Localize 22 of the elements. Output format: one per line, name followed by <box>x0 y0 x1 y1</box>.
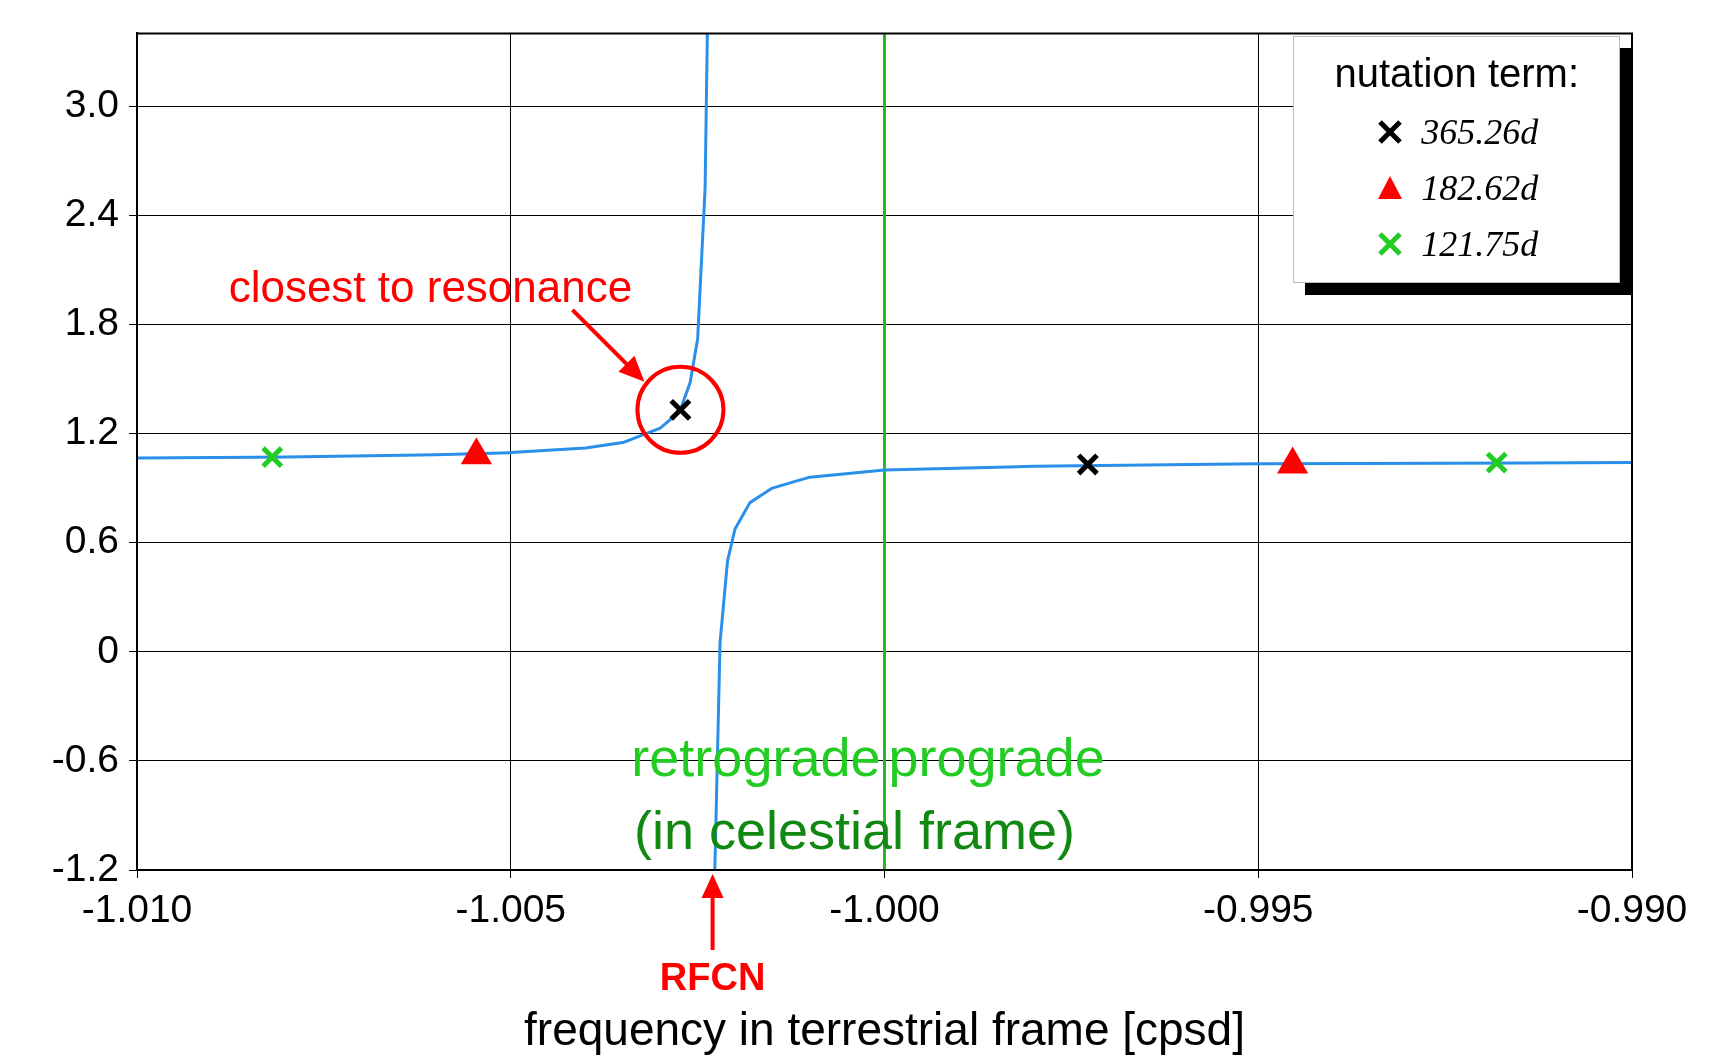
legend-label: 182.62d <box>1421 167 1539 210</box>
y-tick-label: 1.8 <box>64 300 119 344</box>
legend-label: 121.75d <box>1421 223 1539 266</box>
point <box>1076 452 1100 477</box>
point <box>260 445 284 469</box>
y-tick-label: -0.6 <box>51 736 119 780</box>
y-tick-label: 1.2 <box>64 409 119 453</box>
y-tick-label: -1.2 <box>51 845 119 889</box>
y-tick-label: 3.0 <box>64 81 119 125</box>
point <box>1485 450 1509 475</box>
annotation: RFCN <box>659 956 766 999</box>
x-tick-label: -1.000 <box>829 887 940 931</box>
x-tick-label: -0.995 <box>1202 887 1314 931</box>
x-axis-title: frequency in terrestrial frame [cpsd] <box>524 1003 1245 1056</box>
y-tick-label: 0.6 <box>64 518 119 562</box>
x-tick-label: -1.010 <box>81 887 193 931</box>
y-tick-label: 0 <box>97 627 119 671</box>
y-tick-label: 2.4 <box>64 191 119 235</box>
legend-label: 365.26d <box>1421 111 1539 154</box>
x-tick-label: -1.005 <box>455 887 567 931</box>
x-tick-label: -0.990 <box>1576 887 1688 931</box>
legend-title: nutation term: <box>1334 51 1579 97</box>
